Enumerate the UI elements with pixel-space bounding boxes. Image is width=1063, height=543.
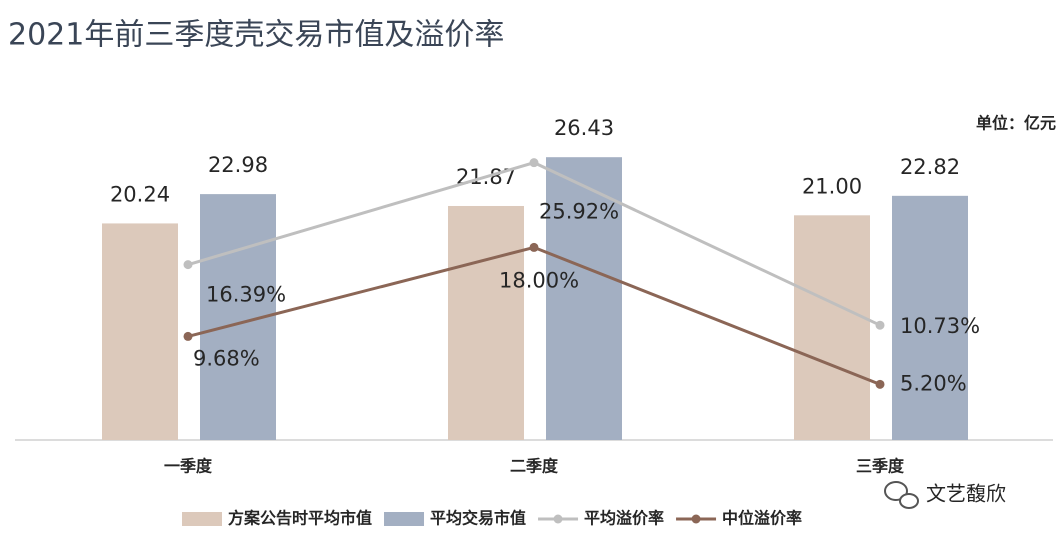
legend: 方案公告时平均市值 平均交易市值 平均溢价率 中位溢价率 xyxy=(182,509,802,528)
x-tick-label: 三季度 xyxy=(856,457,905,476)
legend-swatch xyxy=(384,512,425,526)
bar xyxy=(448,205,524,440)
line-value-label: 16.39% xyxy=(206,283,286,307)
bar-value-label: 21.00 xyxy=(802,174,862,198)
x-tick-label: 二季度 xyxy=(510,457,559,476)
bar xyxy=(794,215,870,440)
line-point xyxy=(875,379,885,389)
bar-value-label: 20.24 xyxy=(110,182,170,206)
legend-swatch xyxy=(553,514,563,524)
bar xyxy=(102,223,178,440)
watermark: 文艺馥欣 xyxy=(926,482,1006,506)
legend-label: 平均交易市值 xyxy=(430,509,526,528)
chart-title: 2021年前三季度壳交易市值及溢价率 xyxy=(8,18,504,53)
line-value-label: 18.00% xyxy=(499,268,579,292)
bar-value-label: 26.43 xyxy=(554,116,614,140)
bar-value-label: 22.98 xyxy=(208,153,268,177)
watermark-icon xyxy=(884,481,919,509)
legend-swatch xyxy=(691,514,701,524)
legend-label: 平均溢价率 xyxy=(584,509,664,528)
line-point xyxy=(529,158,539,168)
unit-label: 单位：亿元 xyxy=(976,114,1056,133)
x-tick-label: 一季度 xyxy=(164,457,213,476)
line-value-label: 10.73% xyxy=(900,314,980,338)
line-point xyxy=(529,242,539,252)
line-value-label: 25.92% xyxy=(539,200,619,224)
bar xyxy=(546,157,622,440)
legend-label: 中位溢价率 xyxy=(722,509,802,528)
line-value-label: 5.20% xyxy=(900,371,967,395)
line-point xyxy=(183,260,193,270)
bar xyxy=(892,195,968,440)
legend-label: 方案公告时平均市值 xyxy=(228,509,372,528)
bar-value-label: 22.82 xyxy=(900,155,960,179)
line-point xyxy=(875,320,885,330)
line-point xyxy=(183,331,193,341)
line-value-label: 9.68% xyxy=(193,346,260,370)
legend-swatch xyxy=(182,512,222,526)
